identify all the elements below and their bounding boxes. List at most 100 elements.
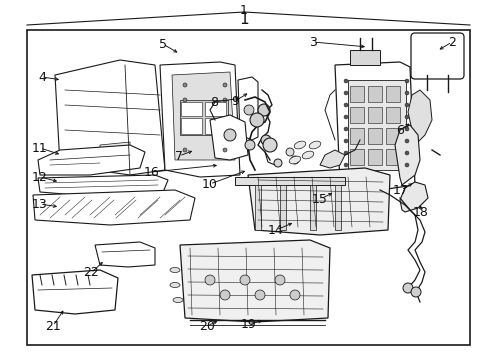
- Polygon shape: [209, 115, 247, 160]
- Text: 19: 19: [241, 318, 256, 330]
- Text: 16: 16: [144, 166, 160, 179]
- Circle shape: [254, 290, 264, 300]
- Text: 20: 20: [199, 320, 215, 333]
- Polygon shape: [38, 175, 168, 197]
- Circle shape: [289, 290, 299, 300]
- Text: 21: 21: [45, 320, 61, 333]
- Polygon shape: [95, 242, 155, 267]
- Polygon shape: [160, 62, 240, 177]
- Circle shape: [285, 148, 293, 156]
- Bar: [385, 149, 399, 165]
- Polygon shape: [100, 142, 130, 165]
- Polygon shape: [238, 77, 258, 140]
- Circle shape: [343, 91, 347, 95]
- Polygon shape: [38, 145, 145, 175]
- Circle shape: [343, 79, 347, 83]
- Polygon shape: [32, 270, 118, 314]
- Text: 17: 17: [392, 184, 408, 197]
- Circle shape: [343, 115, 347, 119]
- Text: 12: 12: [32, 171, 48, 184]
- Text: 6: 6: [395, 123, 403, 136]
- Text: 5: 5: [159, 37, 167, 50]
- Circle shape: [404, 79, 408, 83]
- Ellipse shape: [170, 283, 180, 288]
- Text: 11: 11: [32, 141, 48, 154]
- Polygon shape: [407, 90, 431, 145]
- Ellipse shape: [308, 141, 320, 149]
- Bar: [181, 102, 202, 116]
- Polygon shape: [55, 60, 164, 175]
- Circle shape: [244, 105, 253, 115]
- Text: 22: 22: [83, 266, 99, 279]
- Circle shape: [404, 151, 408, 155]
- Circle shape: [223, 98, 226, 102]
- Text: 10: 10: [202, 177, 218, 190]
- Text: 4: 4: [38, 71, 46, 84]
- Polygon shape: [319, 150, 345, 168]
- Text: 1: 1: [239, 12, 248, 27]
- Circle shape: [204, 275, 215, 285]
- Bar: [349, 128, 363, 144]
- Bar: [204, 118, 225, 134]
- Polygon shape: [180, 240, 329, 322]
- Circle shape: [223, 148, 226, 152]
- Ellipse shape: [170, 267, 180, 273]
- Circle shape: [404, 115, 408, 119]
- Bar: [385, 107, 399, 123]
- Circle shape: [224, 129, 236, 141]
- Circle shape: [240, 275, 249, 285]
- Bar: [385, 86, 399, 102]
- Bar: [367, 107, 381, 123]
- Circle shape: [258, 104, 269, 116]
- Text: 1: 1: [240, 4, 247, 17]
- Polygon shape: [247, 168, 389, 235]
- Bar: [349, 107, 363, 123]
- Circle shape: [343, 127, 347, 131]
- Text: 8: 8: [209, 95, 218, 108]
- Bar: [309, 185, 315, 230]
- Circle shape: [273, 159, 282, 167]
- Circle shape: [261, 135, 270, 145]
- Bar: [181, 118, 202, 134]
- Ellipse shape: [288, 156, 300, 164]
- Text: 2: 2: [447, 36, 455, 49]
- Bar: [349, 50, 379, 65]
- Circle shape: [183, 83, 186, 87]
- Circle shape: [244, 140, 254, 150]
- Circle shape: [404, 127, 408, 131]
- Bar: [280, 185, 285, 230]
- Polygon shape: [33, 190, 195, 225]
- Bar: [180, 100, 227, 135]
- Circle shape: [223, 83, 226, 87]
- Text: 15: 15: [311, 193, 327, 206]
- Text: 18: 18: [412, 206, 428, 219]
- Circle shape: [220, 290, 229, 300]
- Circle shape: [410, 287, 420, 297]
- Text: 13: 13: [32, 198, 48, 211]
- Bar: [385, 128, 399, 144]
- Bar: [204, 102, 225, 116]
- Text: 9: 9: [231, 95, 239, 108]
- Text: 7: 7: [175, 149, 183, 162]
- Bar: [254, 185, 261, 230]
- Circle shape: [290, 156, 298, 164]
- Polygon shape: [394, 125, 419, 185]
- Ellipse shape: [294, 141, 305, 149]
- Bar: [27, 30, 469, 345]
- Bar: [235, 177, 345, 185]
- Circle shape: [274, 275, 285, 285]
- Bar: [334, 185, 340, 230]
- Polygon shape: [334, 62, 414, 190]
- Text: 14: 14: [267, 224, 284, 237]
- Circle shape: [343, 163, 347, 167]
- FancyBboxPatch shape: [410, 33, 463, 79]
- Circle shape: [404, 139, 408, 143]
- Ellipse shape: [173, 297, 183, 302]
- Bar: [349, 149, 363, 165]
- Circle shape: [343, 151, 347, 155]
- Circle shape: [402, 283, 412, 293]
- Circle shape: [183, 98, 186, 102]
- Circle shape: [404, 163, 408, 167]
- Bar: [349, 86, 363, 102]
- Circle shape: [343, 103, 347, 107]
